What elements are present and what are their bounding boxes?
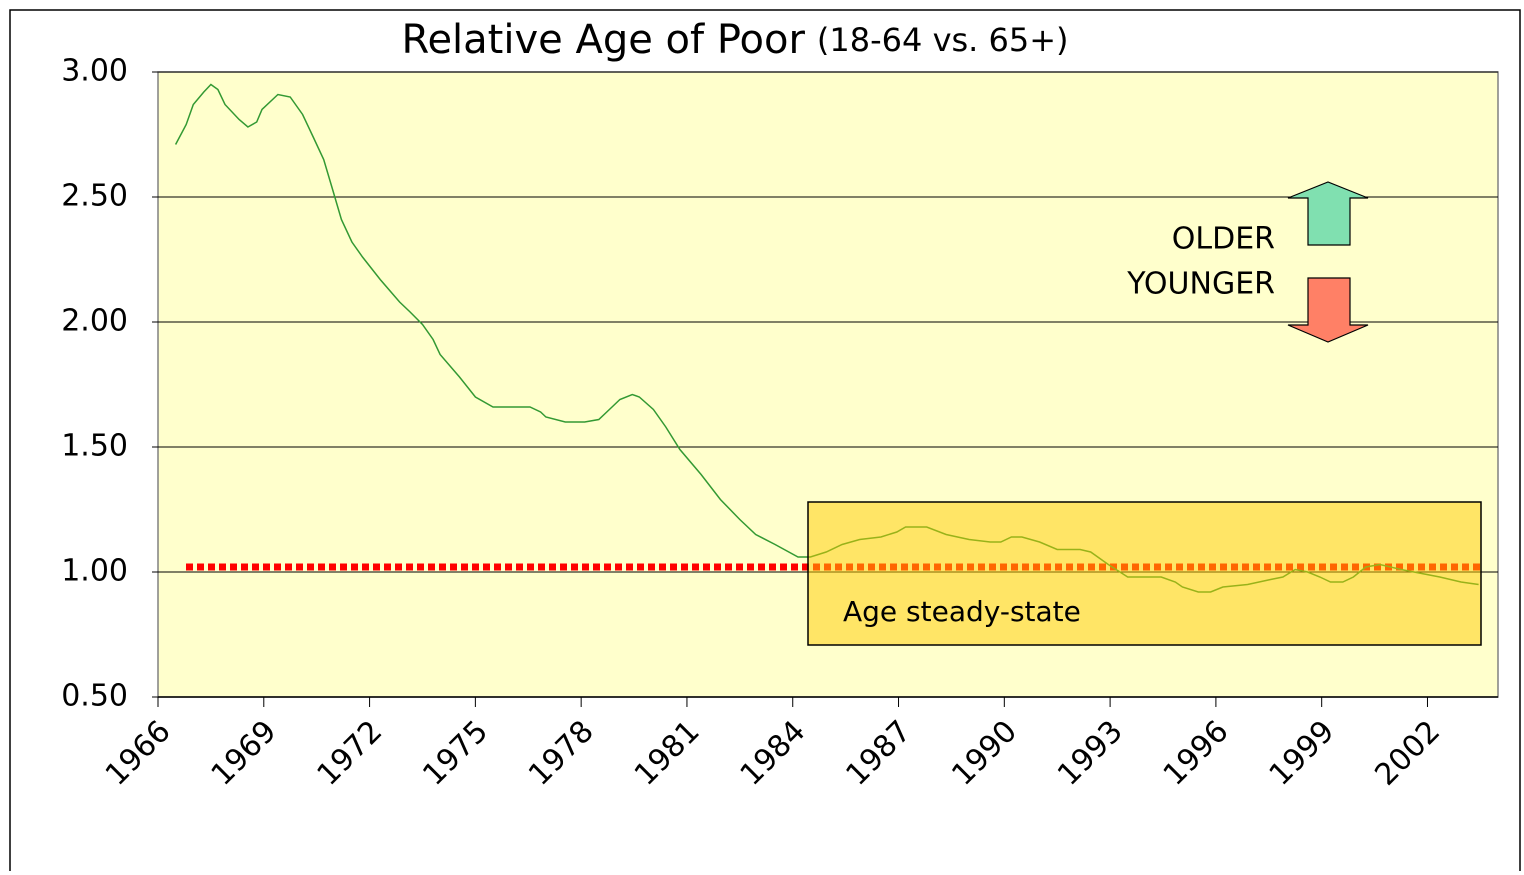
y-tick-label: 0.50 — [61, 679, 128, 714]
older-label: OLDER — [1172, 222, 1275, 257]
younger-arrow — [1287, 277, 1369, 343]
y-tick-label: 2.00 — [61, 304, 128, 339]
y-tick-label: 3.00 — [61, 54, 128, 89]
younger-label: YOUNGER — [1126, 267, 1275, 302]
title-group: Relative Age of Poor (18-64 vs. 65+) — [401, 17, 1068, 63]
y-tick-label: 1.50 — [61, 429, 128, 464]
steady-state-label: Age steady-state — [843, 595, 1081, 628]
chart-title: Relative Age of Poor — [401, 17, 805, 63]
older-arrow — [1287, 181, 1369, 246]
chart-subtitle: (18-64 vs. 65+) — [817, 21, 1069, 59]
steady-state-box — [807, 501, 1482, 646]
y-tick-label: 2.50 — [61, 179, 128, 214]
y-tick-label: 1.00 — [61, 554, 128, 589]
